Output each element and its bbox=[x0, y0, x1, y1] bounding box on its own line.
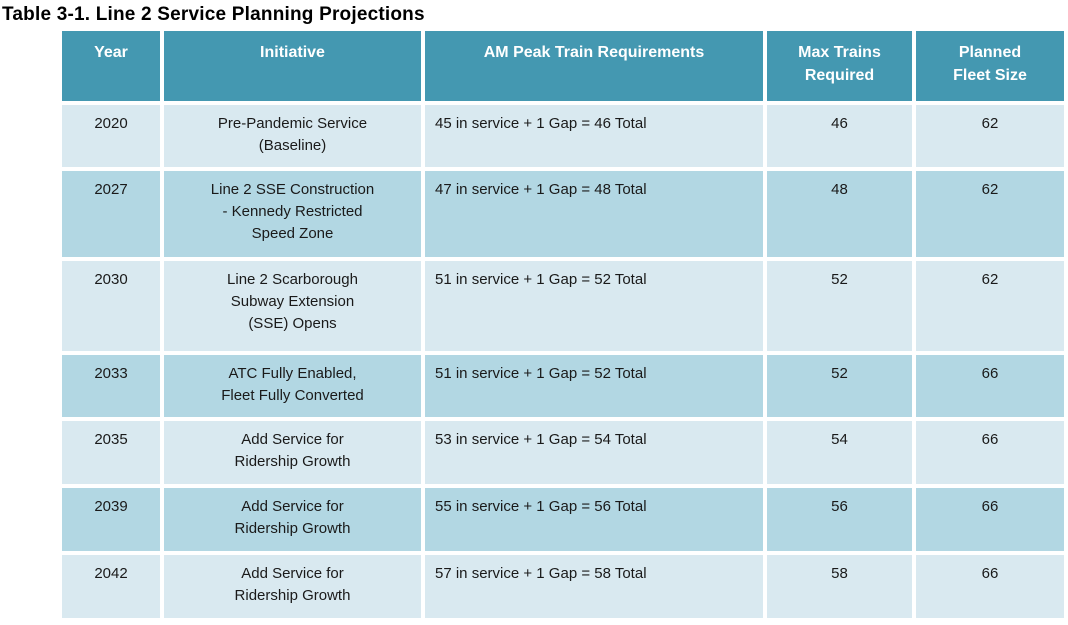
planned-fleet-cell: 66 bbox=[916, 488, 1064, 551]
initiative-cell: Add Service for Ridership Growth bbox=[164, 421, 421, 484]
am-peak-cell: 55 in service + 1 Gap = 56 Total bbox=[425, 488, 763, 551]
table-row: 2020 Pre-Pandemic Service (Baseline) 45 … bbox=[62, 105, 1064, 167]
table-row: 2030 Line 2 Scarborough Subway Extension… bbox=[62, 261, 1064, 351]
initiative-cell: Line 2 Scarborough Subway Extension (SSE… bbox=[164, 261, 421, 351]
year-cell: 2027 bbox=[62, 171, 160, 257]
column-header-planned-fleet: Planned Fleet Size bbox=[916, 31, 1064, 101]
initiative-cell: Add Service for Ridership Growth bbox=[164, 555, 421, 618]
planned-fleet-cell: 62 bbox=[916, 105, 1064, 167]
planned-fleet-cell: 66 bbox=[916, 555, 1064, 618]
table-row: 2039 Add Service for Ridership Growth 55… bbox=[62, 488, 1064, 551]
max-trains-cell: 52 bbox=[767, 355, 912, 417]
table-row: 2033 ATC Fully Enabled, Fleet Fully Conv… bbox=[62, 355, 1064, 417]
year-cell: 2039 bbox=[62, 488, 160, 551]
planned-fleet-cell: 66 bbox=[916, 421, 1064, 484]
am-peak-cell: 45 in service + 1 Gap = 46 Total bbox=[425, 105, 763, 167]
max-trains-cell: 48 bbox=[767, 171, 912, 257]
year-cell: 2035 bbox=[62, 421, 160, 484]
am-peak-cell: 53 in service + 1 Gap = 54 Total bbox=[425, 421, 763, 484]
table-header-row: Year Initiative AM Peak Train Requiremen… bbox=[62, 31, 1064, 101]
max-trains-cell: 54 bbox=[767, 421, 912, 484]
planned-fleet-cell: 62 bbox=[916, 171, 1064, 257]
year-cell: 2033 bbox=[62, 355, 160, 417]
max-trains-cell: 56 bbox=[767, 488, 912, 551]
initiative-cell: Pre-Pandemic Service (Baseline) bbox=[164, 105, 421, 167]
max-trains-cell: 58 bbox=[767, 555, 912, 618]
column-header-max-trains: Max Trains Required bbox=[767, 31, 912, 101]
service-planning-projections-table: Year Initiative AM Peak Train Requiremen… bbox=[58, 27, 1068, 622]
am-peak-cell: 51 in service + 1 Gap = 52 Total bbox=[425, 355, 763, 417]
planned-fleet-cell: 62 bbox=[916, 261, 1064, 351]
table-row: 2027 Line 2 SSE Construction - Kennedy R… bbox=[62, 171, 1064, 257]
column-header-am-peak: AM Peak Train Requirements bbox=[425, 31, 763, 101]
page-title: Table 3-1. Line 2 Service Planning Proje… bbox=[2, 4, 425, 25]
planned-fleet-cell: 66 bbox=[916, 355, 1064, 417]
am-peak-cell: 57 in service + 1 Gap = 58 Total bbox=[425, 555, 763, 618]
table-row: 2042 Add Service for Ridership Growth 57… bbox=[62, 555, 1064, 618]
year-cell: 2020 bbox=[62, 105, 160, 167]
initiative-cell: Line 2 SSE Construction - Kennedy Restri… bbox=[164, 171, 421, 257]
max-trains-cell: 46 bbox=[767, 105, 912, 167]
year-cell: 2042 bbox=[62, 555, 160, 618]
initiative-cell: Add Service for Ridership Growth bbox=[164, 488, 421, 551]
am-peak-cell: 47 in service + 1 Gap = 48 Total bbox=[425, 171, 763, 257]
max-trains-cell: 52 bbox=[767, 261, 912, 351]
column-header-year: Year bbox=[62, 31, 160, 101]
table-row: 2035 Add Service for Ridership Growth 53… bbox=[62, 421, 1064, 484]
initiative-cell: ATC Fully Enabled, Fleet Fully Converted bbox=[164, 355, 421, 417]
am-peak-cell: 51 in service + 1 Gap = 52 Total bbox=[425, 261, 763, 351]
year-cell: 2030 bbox=[62, 261, 160, 351]
column-header-initiative: Initiative bbox=[164, 31, 421, 101]
